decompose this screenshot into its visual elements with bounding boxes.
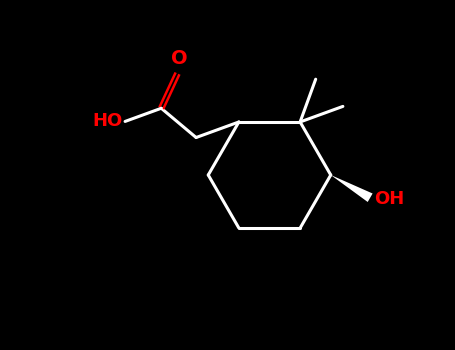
Text: HO: HO: [92, 112, 122, 131]
Polygon shape: [331, 175, 373, 202]
Text: O: O: [171, 49, 187, 68]
Text: OH: OH: [374, 190, 404, 209]
